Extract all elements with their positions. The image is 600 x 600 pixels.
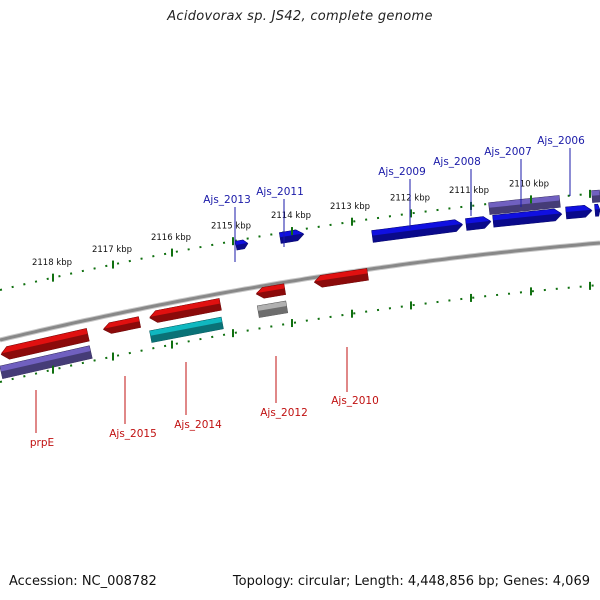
gene-layer xyxy=(0,189,600,380)
backbone-line xyxy=(0,241,600,342)
map-title: Acidovorax sp. JS42, complete genome xyxy=(167,9,433,24)
gene-prpE xyxy=(0,328,90,360)
gene-outline xyxy=(488,195,561,215)
gene-label-bottom: Ajs_2012 xyxy=(260,407,308,419)
gene-outline xyxy=(565,205,593,220)
backbone-shadow xyxy=(0,240,600,343)
tick-label: 2117 kbp xyxy=(92,245,132,255)
tick-label: 2118 kbp xyxy=(32,258,72,268)
gene-face xyxy=(371,219,463,236)
gene-face xyxy=(594,204,600,210)
gene-outline xyxy=(0,345,93,380)
gene-face xyxy=(488,195,560,208)
gene-outline xyxy=(492,208,563,228)
tick-label: 2111 kbp xyxy=(449,186,489,196)
gene-label-bottom: Ajs_2015 xyxy=(109,428,157,440)
gene-outline xyxy=(256,300,289,318)
gene-face xyxy=(0,345,91,372)
gene-face xyxy=(149,317,223,336)
gene-ajs-2015 xyxy=(102,316,142,334)
gene-label-top: Ajs_2008 xyxy=(433,156,481,168)
gene-edge-rrna xyxy=(591,189,600,203)
gene-prpE-rrna xyxy=(0,345,93,380)
gene-face xyxy=(591,189,600,196)
tick-label: 2110 kbp xyxy=(509,180,549,190)
gene-label-bottom: prpE xyxy=(30,437,54,449)
accession-text: Accession: NC_008782 xyxy=(9,574,157,589)
gene-label-top: Ajs_2013 xyxy=(203,194,251,206)
tick-label: 2113 kbp xyxy=(330,202,370,212)
gene-face xyxy=(256,283,285,294)
gene-face xyxy=(149,298,221,317)
gene-face xyxy=(492,208,562,221)
gene-label-top: Ajs_2006 xyxy=(537,135,585,147)
gene-ajs-2012-pseudo xyxy=(256,300,289,318)
gene-ajs-2012 xyxy=(255,283,287,299)
gene-ajs-2013 xyxy=(235,239,249,251)
tick-label: 2114 kbp xyxy=(271,211,311,221)
tick-label: 2116 kbp xyxy=(151,233,191,243)
gene-face xyxy=(0,328,88,354)
gene-ajs-2014 xyxy=(149,298,222,323)
gene-outline xyxy=(102,316,142,334)
gene-face xyxy=(103,316,140,329)
gene-outline xyxy=(149,298,222,323)
gene-outline xyxy=(235,239,249,251)
gene-outline xyxy=(0,328,90,360)
bottom-tick-track xyxy=(0,284,600,383)
gene-outline xyxy=(255,283,287,299)
gene-ajs-2010 xyxy=(313,268,369,288)
gene-label-top: Ajs_2011 xyxy=(256,186,304,198)
gene-outline xyxy=(591,189,600,203)
gene-face xyxy=(465,216,491,224)
gene-ajs-2007-forward xyxy=(492,208,563,228)
gene-outline xyxy=(313,268,369,288)
gene-outline xyxy=(278,229,305,244)
gene-label-top: Ajs_2007 xyxy=(484,146,532,158)
gene-outline xyxy=(149,316,224,343)
gene-ajs-2014-teal xyxy=(149,316,224,343)
gene-outline xyxy=(465,216,492,231)
track-layer xyxy=(0,192,600,383)
gene-ajs-2006 xyxy=(565,205,593,220)
gene-ajs-2009 xyxy=(371,219,463,243)
gene-outline xyxy=(594,203,600,217)
gene-label-bottom: Ajs_2014 xyxy=(174,419,222,431)
gene-ajs-2007 xyxy=(488,195,561,215)
gene-face xyxy=(565,205,592,213)
gene-ajs-2008 xyxy=(465,216,492,231)
gene-label-top: Ajs_2009 xyxy=(378,166,426,178)
gene-edge-forward xyxy=(594,203,600,217)
gene-face xyxy=(257,300,287,311)
gene-label-bottom: Ajs_2010 xyxy=(331,395,379,407)
gene-outline xyxy=(371,219,463,243)
label-layer: 2118 kbp 2117 kbp 2116 kbp 2115 kbp 2114 kbp… xyxy=(30,135,585,449)
tick-label: 2115 kbp xyxy=(211,222,251,232)
genome-summary-text: Topology: circular; Length: 4,448,856 bp… xyxy=(232,574,590,589)
gene-face xyxy=(314,268,368,282)
